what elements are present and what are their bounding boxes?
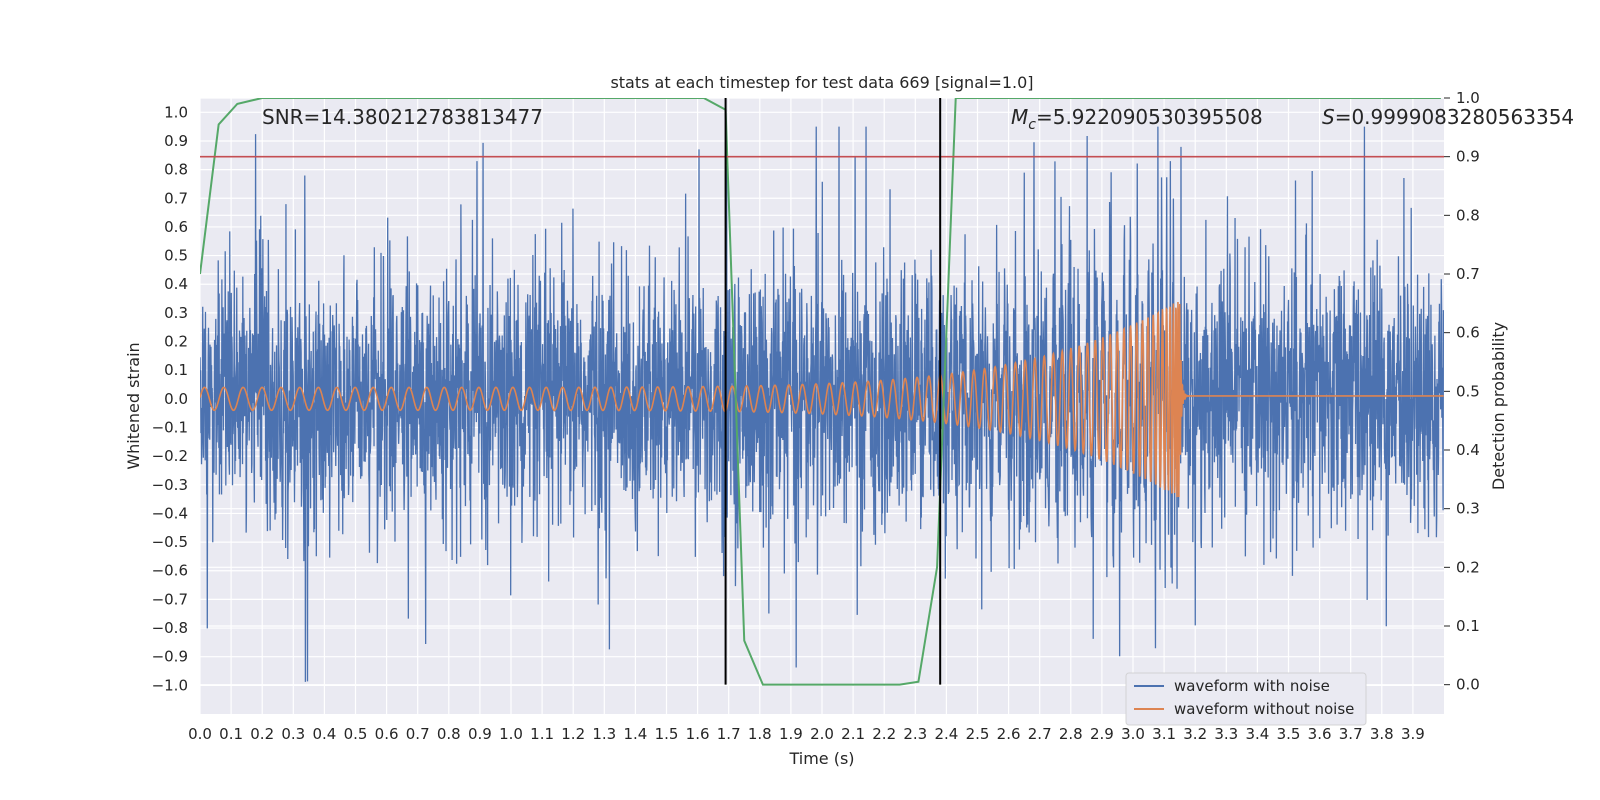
x-tick-label: 3.7	[1339, 725, 1363, 743]
legend: waveform with noise waveform without noi…	[1125, 672, 1367, 726]
x-tick-label: 2.1	[841, 725, 865, 743]
y-axis-left: −1.0 −0.9 −0.8 −0.7 −0.6 −0.5 −0.4 −0.3 −0.2 −0.1…	[152, 103, 188, 694]
y-tick-label: 0.0	[164, 390, 188, 408]
y-tick-label: −0.4	[152, 504, 188, 522]
legend-box	[1125, 672, 1367, 726]
snr-annotation: SNR=14.380212783813477	[262, 105, 543, 129]
y-tick-label: −0.7	[152, 590, 188, 608]
x-tick-label: 3.6	[1308, 725, 1332, 743]
y-right-tick-label: 0.4	[1456, 441, 1480, 459]
x-tick-label: 2.6	[997, 725, 1021, 743]
y-tick-label: 0.8	[164, 161, 188, 179]
x-axis: 0.0 0.1 0.2 0.3 0.4 0.5 0.6 0.7 0.8 0.9 1.0 1.1 1.2 1…	[188, 725, 1425, 743]
x-tick-label: 3.4	[1245, 725, 1269, 743]
x-tick-label: 0.0	[188, 725, 212, 743]
detection-probability-line	[200, 98, 1441, 686]
noisy-waveform-line	[200, 126, 1444, 682]
x-tick-label: 2.3	[903, 725, 927, 743]
y-right-tick-label: 0.3	[1456, 500, 1480, 518]
y-tick-label: −0.3	[152, 476, 188, 494]
y-tick-label: 0.4	[164, 275, 188, 293]
y-tick-label: −1.0	[152, 676, 188, 694]
chirp-mass-subscript: c	[1028, 117, 1036, 133]
y-right-tick-label: 0.2	[1456, 558, 1480, 576]
y-tick-label: −0.6	[152, 562, 188, 580]
legend-label-noise: waveform with noise	[1174, 677, 1330, 695]
x-tick-label: 2.4	[934, 725, 958, 743]
x-tick-label: 0.1	[219, 725, 243, 743]
y-tick-label: 0.6	[164, 218, 188, 236]
x-tick-label: 1.1	[530, 725, 554, 743]
x-tick-label: 2.0	[810, 725, 834, 743]
y-right-tick-label: 0.7	[1456, 265, 1480, 283]
y-tick-label: 0.2	[164, 333, 188, 351]
series-waveform-without-noise	[200, 301, 1444, 498]
y-right-tick-label: 0.5	[1456, 382, 1480, 400]
x-tick-label: 1.7	[717, 725, 741, 743]
x-tick-label: 2.2	[872, 725, 896, 743]
x-tick-label: 0.2	[250, 725, 274, 743]
x-tick-label: 0.5	[344, 725, 368, 743]
y-tick-label: −0.2	[152, 447, 188, 465]
x-tick-label: 3.1	[1152, 725, 1176, 743]
x-tick-label: 1.8	[748, 725, 772, 743]
chirp-mass-value: =5.922090530395508	[1036, 105, 1263, 129]
x-tick-label: 2.7	[1028, 725, 1052, 743]
x-tick-label: 2.9	[1090, 725, 1114, 743]
y-tick-label: −0.8	[152, 619, 188, 637]
legend-label-clean: waveform without noise	[1174, 700, 1354, 718]
y-right-tick-label: 1.0	[1456, 89, 1480, 107]
x-tick-label: 0.8	[437, 725, 461, 743]
series-detection-probability	[200, 98, 1441, 686]
x-tick-label: 3.3	[1214, 725, 1238, 743]
y-axis-right-label: Detection probability	[1489, 322, 1508, 490]
x-axis-label: Time (s)	[788, 749, 854, 768]
clean-waveform-line	[200, 301, 1444, 498]
y-tick-label: 0.7	[164, 189, 188, 207]
x-tick-label: 2.5	[966, 725, 990, 743]
score-annotation: S=0.9999083280563354	[1322, 105, 1574, 129]
y-tick-label: −0.5	[152, 533, 188, 551]
x-tick-label: 3.9	[1401, 725, 1425, 743]
series-waveform-with-noise	[200, 126, 1444, 682]
score-symbol: S	[1322, 105, 1335, 129]
y-axis-right: 0.0 0.1 0.2 0.3 0.4 0.5 0.6 0.7 0.8 0.9 1.0	[1444, 89, 1480, 694]
y-right-tick-label: 0.6	[1456, 324, 1480, 342]
chart-title: stats at each timestep for test data 669…	[610, 73, 1033, 92]
x-tick-label: 0.3	[281, 725, 305, 743]
x-tick-label: 1.5	[655, 725, 679, 743]
y-tick-label: −0.1	[152, 418, 188, 436]
x-tick-label: 0.9	[468, 725, 492, 743]
y-axis-label: Whitened strain	[124, 342, 143, 469]
x-tick-label: 0.4	[312, 725, 336, 743]
x-tick-label: 3.8	[1370, 725, 1394, 743]
x-tick-label: 3.0	[1121, 725, 1145, 743]
y-tick-label: 0.3	[164, 304, 188, 322]
x-tick-label: 1.4	[623, 725, 647, 743]
x-tick-label: 1.9	[779, 725, 803, 743]
x-tick-label: 0.7	[406, 725, 430, 743]
x-tick-label: 1.3	[592, 725, 616, 743]
y-tick-label: −0.9	[152, 648, 188, 666]
y-tick-label: 0.1	[164, 361, 188, 379]
y-tick-label: 0.5	[164, 247, 188, 265]
chirp-mass-symbol: M	[1011, 105, 1028, 129]
chirp-mass-annotation: Mc=5.922090530395508	[1011, 105, 1263, 133]
x-tick-label: 2.8	[1059, 725, 1083, 743]
x-tick-label: 0.6	[375, 725, 399, 743]
y-right-tick-label: 0.9	[1456, 148, 1480, 166]
x-tick-label: 3.2	[1183, 725, 1207, 743]
x-tick-label: 3.5	[1277, 725, 1301, 743]
y-right-tick-label: 0.1	[1456, 617, 1480, 635]
y-tick-label: 1.0	[164, 103, 188, 121]
score-value: =0.9999083280563354	[1335, 105, 1574, 129]
y-right-tick-label: 0.8	[1456, 206, 1480, 224]
x-tick-label: 1.6	[686, 725, 710, 743]
x-tick-label: 1.0	[499, 725, 523, 743]
overlays	[200, 98, 1444, 685]
x-tick-label: 1.2	[561, 725, 585, 743]
y-right-tick-label: 0.0	[1456, 676, 1480, 694]
y-tick-label: 0.9	[164, 132, 188, 150]
